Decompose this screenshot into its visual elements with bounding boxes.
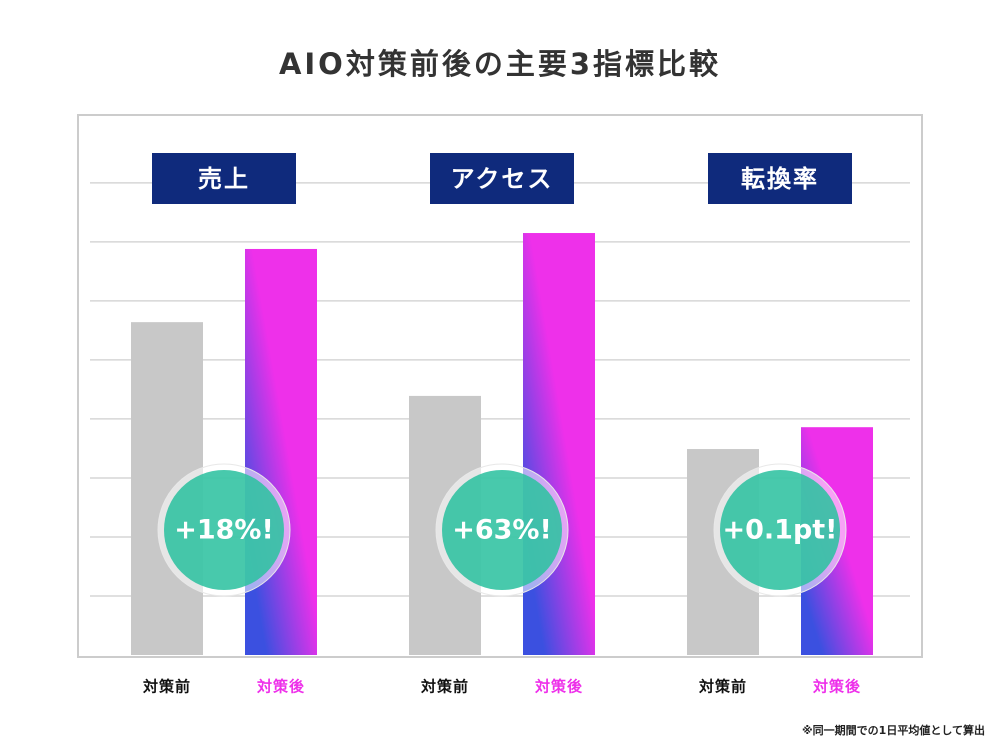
- chart-title: AIO対策前後の主要3指標比較: [279, 47, 721, 81]
- panel-title: アクセス: [451, 165, 554, 193]
- panel-title: 転換率: [741, 165, 819, 193]
- badge: [720, 470, 840, 590]
- chart-frame: [77, 114, 923, 658]
- footnote: ※同一期間での1日平均値として算出: [802, 723, 985, 737]
- x-tick-label: 対策後: [812, 678, 861, 696]
- x-tick-label: 対策前: [142, 678, 191, 696]
- x-tick-label: 対策後: [256, 678, 305, 696]
- panel-title-box: [708, 153, 852, 204]
- badge: [442, 470, 562, 590]
- badge-label: +18%!: [174, 515, 274, 546]
- panel-title-box: [152, 153, 296, 204]
- x-tick-label: 対策前: [420, 678, 469, 696]
- badge-label: +63%!: [452, 515, 552, 546]
- panel-title: 売上: [198, 165, 250, 193]
- x-tick-label: 対策後: [534, 678, 583, 696]
- bar: [523, 233, 595, 656]
- panel-title-box: [430, 153, 574, 204]
- x-tick-label: 対策前: [698, 678, 747, 696]
- badge-label: +0.1pt!: [722, 515, 837, 546]
- bar: [245, 248, 317, 655]
- badge: [164, 470, 284, 590]
